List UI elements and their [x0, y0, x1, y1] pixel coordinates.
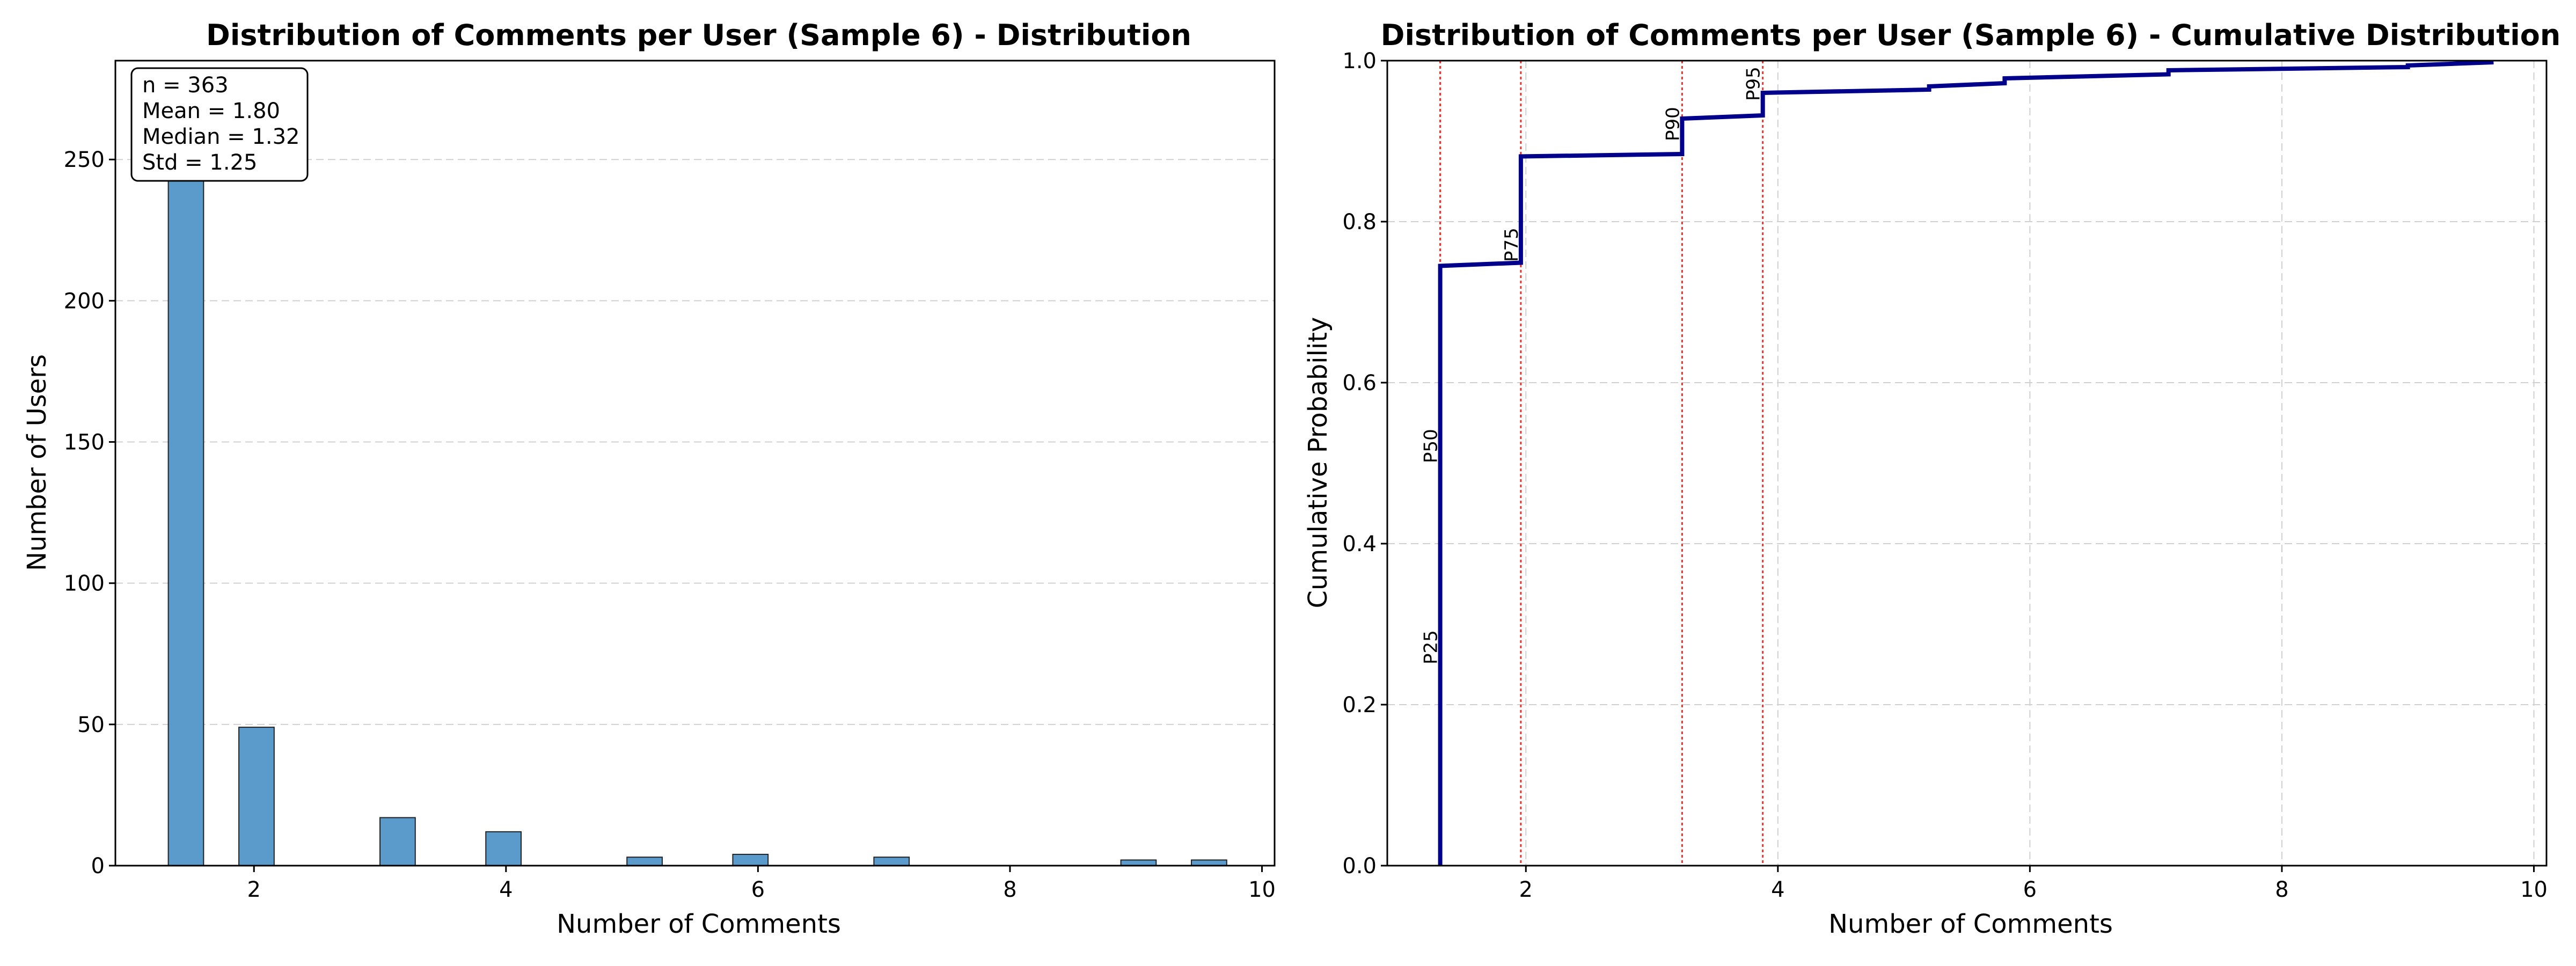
cdf-x-tick-label: 2 — [1519, 877, 1533, 902]
histogram-x-axis-label: Number of Comments — [557, 909, 841, 939]
histogram-y-tick-label: 250 — [64, 148, 105, 172]
histogram-bar — [626, 857, 663, 867]
cdf-percentile-label: P95 — [1743, 67, 1765, 101]
histogram-bar — [1120, 859, 1157, 866]
histogram-bar — [167, 102, 204, 866]
stats-n: n = 363 — [142, 73, 229, 98]
histogram-y-tick-label: 150 — [64, 430, 105, 455]
cdf-x-ticks: 2 4 6 8 10 — [1519, 866, 2548, 902]
cdf-x-tick-label: 4 — [1771, 877, 1784, 902]
histogram-y-tick-label: 100 — [64, 572, 105, 596]
cdf-percentile-label: P90 — [1662, 107, 1684, 141]
cdf-y-tick-label: 1.0 — [1342, 49, 1377, 74]
histogram-bar — [732, 853, 769, 867]
cdf-title: Distribution of Comments per User (Sampl… — [1381, 18, 2561, 52]
histogram-x-tick-label: 4 — [499, 877, 513, 902]
cdf-y-tick-label: 0.0 — [1342, 854, 1377, 879]
histogram-bar — [485, 831, 522, 867]
cdf-x-tick-label: 8 — [2275, 877, 2288, 902]
stats-median: Median = 1.32 — [142, 125, 300, 149]
histogram-bar — [379, 817, 416, 867]
histogram-x-tick-label: 10 — [1248, 877, 1276, 902]
cdf-y-tick-label: 0.6 — [1342, 371, 1377, 396]
histogram-y-ticks: 0 50 100 150 200 250 — [64, 148, 115, 879]
histogram-x-tick-label: 6 — [751, 877, 765, 902]
cdf-x-tick-label: 10 — [2520, 877, 2548, 902]
cdf-plot-frame — [1386, 60, 2548, 867]
cdf-y-tick-label: 0.4 — [1342, 532, 1377, 557]
histogram-panel: Distribution of Comments per User (Sampl… — [22, 18, 1276, 939]
stats-std: Std = 1.25 — [142, 150, 257, 175]
cdf-y-axis-label: Cumulative Probability — [1303, 317, 1333, 609]
histogram-bar — [238, 727, 275, 866]
stats-box-frame — [130, 67, 309, 182]
stats-mean: Mean = 1.80 — [142, 99, 280, 123]
histogram-plot-frame — [114, 60, 1276, 867]
histogram-y-tick-label: 200 — [64, 289, 105, 313]
histogram-gridlines — [115, 159, 1275, 725]
histogram-y-tick-label: 50 — [77, 713, 105, 737]
histogram-bar — [873, 857, 910, 867]
cdf-y-ticks: 0.0 0.2 0.4 0.6 0.8 1.0 — [1342, 49, 1387, 879]
cdf-x-tick-label: 6 — [2023, 877, 2037, 902]
cdf-y-tick-label: 0.8 — [1342, 210, 1377, 235]
cdf-percentile-label: P25 — [1421, 630, 1442, 664]
cdf-panel: Distribution of Comments per User (Sampl… — [1303, 18, 2560, 939]
histogram-y-axis-label: Number of Users — [22, 354, 52, 571]
cdf-x-axis-label: Number of Comments — [1828, 909, 2113, 939]
cdf-percentile-label: P75 — [1501, 228, 1523, 262]
histogram-x-tick-label: 2 — [247, 877, 261, 902]
cdf-y-tick-label: 0.2 — [1342, 693, 1377, 718]
histogram-x-ticks: 2 4 6 8 10 — [247, 866, 1276, 902]
cdf-step-line — [1438, 60, 2494, 866]
histogram-title: Distribution of Comments per User (Sampl… — [206, 18, 1191, 52]
histogram-bar — [1191, 859, 1227, 866]
histogram-x-tick-label: 8 — [1003, 877, 1016, 902]
cdf-percentile-labels: P25 P50 P75 P90 P95 — [1421, 67, 1765, 664]
cdf-percentile-label: P50 — [1421, 429, 1442, 463]
stats-box: n = 363 Mean = 1.80 Median = 1.32 Std = … — [130, 67, 309, 182]
histogram-y-tick-label: 0 — [91, 854, 105, 879]
